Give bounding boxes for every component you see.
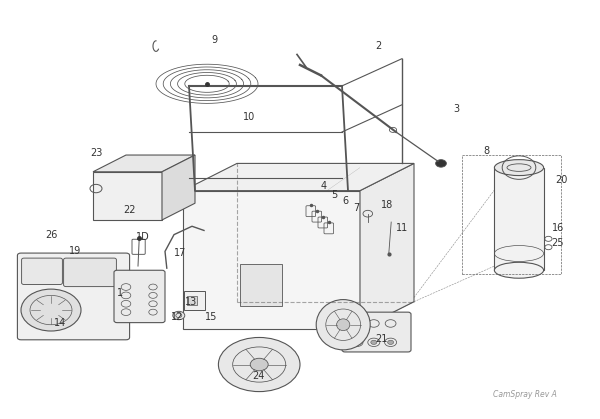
Circle shape — [173, 311, 185, 320]
Text: 24: 24 — [252, 371, 264, 381]
Text: 4: 4 — [321, 181, 327, 191]
Text: 14: 14 — [54, 318, 66, 328]
Polygon shape — [183, 163, 414, 191]
Text: 12: 12 — [172, 312, 184, 322]
Circle shape — [354, 340, 360, 344]
Ellipse shape — [337, 319, 350, 331]
Text: 9: 9 — [212, 35, 218, 45]
Polygon shape — [183, 302, 414, 329]
Polygon shape — [494, 168, 544, 270]
FancyBboxPatch shape — [187, 296, 197, 305]
Text: 15: 15 — [205, 312, 217, 322]
Text: 7: 7 — [353, 203, 359, 213]
FancyBboxPatch shape — [17, 253, 130, 340]
Text: 17: 17 — [174, 248, 186, 259]
Polygon shape — [360, 163, 414, 329]
FancyBboxPatch shape — [64, 258, 116, 287]
FancyBboxPatch shape — [342, 312, 411, 352]
Text: 26: 26 — [45, 230, 57, 240]
Ellipse shape — [316, 300, 370, 350]
Circle shape — [436, 160, 446, 167]
FancyBboxPatch shape — [240, 264, 282, 306]
Ellipse shape — [494, 160, 544, 176]
Circle shape — [250, 358, 268, 371]
Text: 22: 22 — [123, 204, 135, 215]
Text: 6: 6 — [343, 196, 349, 206]
Text: 18: 18 — [381, 200, 393, 210]
Text: 10: 10 — [243, 112, 255, 122]
Circle shape — [388, 340, 394, 344]
FancyBboxPatch shape — [114, 270, 165, 323]
FancyBboxPatch shape — [184, 291, 205, 310]
Text: 20: 20 — [555, 175, 567, 185]
Text: 21: 21 — [375, 334, 387, 344]
Text: 2: 2 — [375, 41, 381, 51]
Text: 3: 3 — [453, 104, 459, 114]
Text: 16: 16 — [552, 223, 564, 233]
Text: 19: 19 — [69, 246, 81, 256]
Circle shape — [21, 289, 81, 331]
Text: 11: 11 — [396, 223, 408, 233]
Text: 23: 23 — [90, 148, 102, 158]
Text: 25: 25 — [552, 238, 564, 248]
Text: 1: 1 — [117, 288, 123, 298]
Text: 5: 5 — [332, 190, 338, 200]
Text: 8: 8 — [483, 146, 489, 156]
Circle shape — [371, 340, 377, 344]
Ellipse shape — [218, 337, 300, 392]
FancyBboxPatch shape — [22, 258, 62, 285]
Text: 1D: 1D — [136, 232, 149, 242]
Polygon shape — [93, 172, 162, 220]
Text: CamSpray Rev A: CamSpray Rev A — [493, 390, 557, 399]
Text: 13: 13 — [185, 297, 197, 307]
Polygon shape — [93, 155, 195, 172]
Ellipse shape — [494, 262, 544, 278]
Polygon shape — [183, 191, 360, 329]
Polygon shape — [162, 155, 195, 220]
